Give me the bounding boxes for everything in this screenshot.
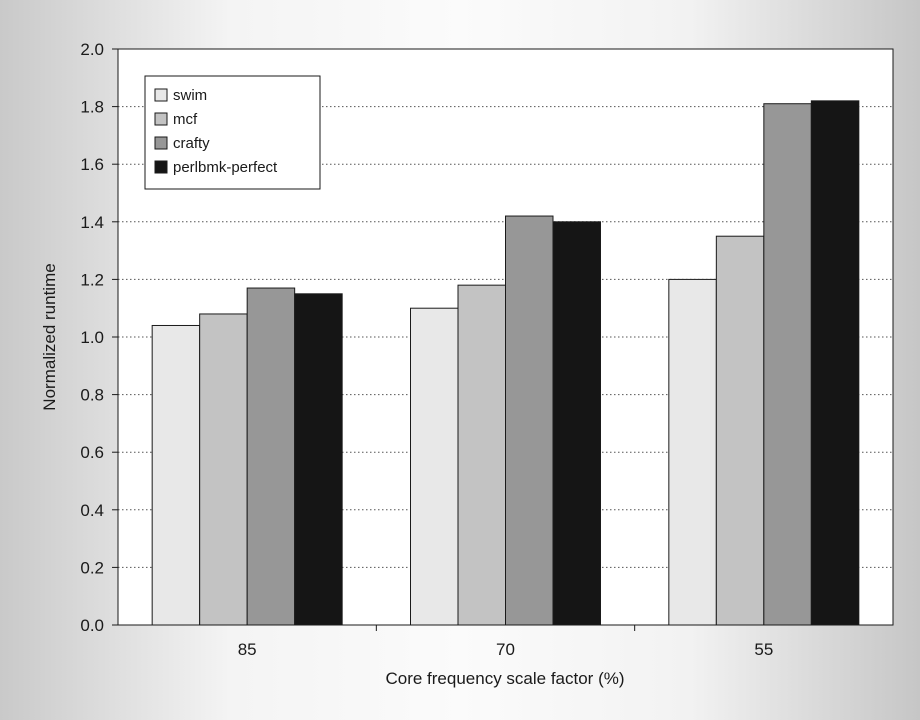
y-tick-label: 1.2 [80, 270, 104, 289]
bar-swim [668, 278, 717, 626]
y-tick-label: 1.6 [80, 155, 104, 174]
legend: swim mcf crafty perlbmk-perfect [144, 75, 321, 190]
y-tick-label: 1.8 [80, 98, 104, 117]
bar-crafty [763, 103, 812, 626]
y-tick-label: 2.0 [80, 40, 104, 59]
legend-swatch-perlbmk-perfect [154, 160, 168, 174]
y-axis-title: Normalized runtime [40, 263, 59, 410]
legend-swatch-swim [154, 88, 168, 102]
bar-mcf [457, 284, 506, 626]
legend-swatch-crafty [154, 136, 168, 150]
x-tick-label: 70 [496, 640, 515, 659]
bar-swim [410, 307, 459, 626]
y-tick-label: 0.8 [80, 386, 104, 405]
y-tick-label: 1.0 [80, 328, 104, 347]
bars [151, 100, 860, 626]
bar-perlbmk-perfect [810, 100, 860, 626]
y-tick-label: 0.6 [80, 443, 104, 462]
x-tick-label: 55 [754, 640, 773, 659]
legend-label-mcf: mcf [173, 111, 198, 128]
bar-crafty [505, 215, 554, 626]
bar-crafty [246, 287, 296, 626]
x-tick-label: 85 [238, 640, 257, 659]
y-tick-label: 0.4 [80, 501, 104, 520]
bar-swim [151, 324, 201, 626]
legend-box [144, 75, 321, 190]
legend-swatch-mcf [154, 112, 168, 126]
bar-mcf [199, 313, 248, 626]
legend-label-swim: swim [173, 87, 207, 104]
y-tick-label: 0.2 [80, 558, 104, 577]
y-tick-label: 1.4 [80, 213, 104, 232]
bar-perlbmk-perfect [552, 221, 601, 626]
bar-perlbmk-perfect [294, 293, 343, 626]
legend-label-crafty: crafty [173, 135, 210, 152]
bar-mcf [715, 235, 765, 626]
x-axis-title: Core frequency scale factor (%) [385, 669, 624, 688]
x-axis: 85 70 55 [238, 625, 773, 659]
y-axis: 0.0 0.2 0.4 0.6 0.8 1.0 1.2 1.4 1.6 1.8 2.0 [80, 40, 118, 635]
y-tick-label: 0.0 [80, 616, 104, 635]
legend-label-perlbmk-perfect: perlbmk-perfect [173, 159, 278, 176]
